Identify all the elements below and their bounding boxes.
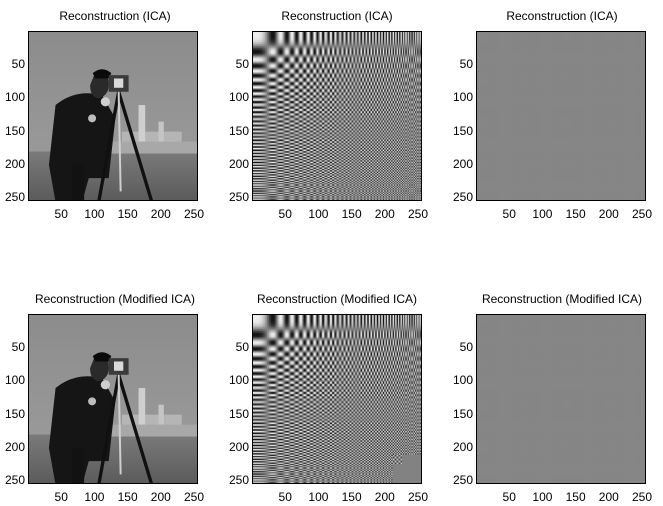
x-tick-label: 250 <box>632 207 653 221</box>
panel-title: Reconstruction (ICA) <box>59 9 171 23</box>
x-tick-label: 200 <box>374 490 395 504</box>
y-tick-label: 200 <box>228 156 249 171</box>
panel-title: Reconstruction (ICA) <box>506 9 618 23</box>
x-tick-label: 250 <box>408 490 429 504</box>
image-panel <box>28 314 198 484</box>
x-tick-label: 200 <box>598 490 619 504</box>
x-tick-label: 50 <box>278 207 292 221</box>
x-tick-label: 250 <box>184 490 205 504</box>
x-tick-label: 150 <box>341 207 362 221</box>
x-tick-label: 50 <box>278 490 292 504</box>
y-tick-label: 150 <box>228 123 249 138</box>
image-panel <box>476 314 646 484</box>
y-tick-label: 150 <box>452 406 473 421</box>
y-tick-label: 200 <box>452 439 473 454</box>
y-tick-label: 250 <box>4 473 25 488</box>
y-tick-label: 250 <box>452 473 473 488</box>
x-tick-label: 200 <box>150 490 171 504</box>
x-tick-label: 100 <box>308 490 329 504</box>
y-tick-label: 50 <box>235 57 249 72</box>
x-tick-label: 150 <box>565 207 586 221</box>
y-tick-label: 150 <box>4 406 25 421</box>
y-tick-label: 50 <box>11 340 25 355</box>
cameraman-image <box>29 32 197 200</box>
x-tick-label: 50 <box>502 490 516 504</box>
y-tick-label: 250 <box>228 473 249 488</box>
y-tick-label: 200 <box>228 439 249 454</box>
x-tick-label: 50 <box>54 490 68 504</box>
image-panel <box>28 31 198 201</box>
cameraman-image <box>29 315 197 483</box>
x-tick-label: 250 <box>632 490 653 504</box>
y-tick-label: 250 <box>4 190 25 205</box>
y-tick-label: 200 <box>4 156 25 171</box>
y-tick-label: 100 <box>452 373 473 388</box>
checkerboard-image <box>477 315 645 483</box>
panel-title: Reconstruction (Modified ICA) <box>34 292 196 306</box>
x-tick-label: 200 <box>374 207 395 221</box>
y-tick-label: 50 <box>11 57 25 72</box>
x-tick-label: 50 <box>54 207 68 221</box>
y-tick-label: 250 <box>228 190 249 205</box>
x-tick-label: 100 <box>532 490 553 504</box>
y-tick-label: 250 <box>452 190 473 205</box>
y-tick-label: 100 <box>228 373 249 388</box>
y-tick-label: 150 <box>228 406 249 421</box>
y-tick-label: 150 <box>452 123 473 138</box>
y-tick-label: 100 <box>452 90 473 105</box>
x-tick-label: 250 <box>184 207 205 221</box>
x-tick-label: 100 <box>308 207 329 221</box>
y-tick-label: 100 <box>4 373 25 388</box>
panel-title: Reconstruction (Modified ICA) <box>481 292 643 306</box>
checkerboard-image <box>477 32 645 200</box>
basis-pattern-image <box>253 32 421 200</box>
x-tick-label: 200 <box>150 207 171 221</box>
x-tick-label: 150 <box>565 490 586 504</box>
x-tick-label: 100 <box>532 207 553 221</box>
x-tick-label: 150 <box>117 207 138 221</box>
basis-pattern-image <box>253 315 421 483</box>
y-tick-label: 100 <box>4 90 25 105</box>
y-tick-label: 150 <box>4 123 25 138</box>
y-tick-label: 50 <box>235 340 249 355</box>
y-tick-label: 50 <box>459 340 473 355</box>
x-tick-label: 150 <box>117 490 138 504</box>
panel-title: Reconstruction (ICA) <box>281 9 393 23</box>
y-tick-label: 100 <box>228 90 249 105</box>
x-tick-label: 250 <box>408 207 429 221</box>
x-tick-label: 50 <box>502 207 516 221</box>
x-tick-label: 100 <box>84 490 105 504</box>
y-tick-label: 50 <box>459 57 473 72</box>
x-tick-label: 100 <box>84 207 105 221</box>
y-tick-label: 200 <box>4 439 25 454</box>
panel-title: Reconstruction (Modified ICA) <box>256 292 418 306</box>
image-panel <box>252 31 422 201</box>
y-tick-label: 200 <box>452 156 473 171</box>
x-tick-label: 200 <box>598 207 619 221</box>
image-panel <box>476 31 646 201</box>
image-panel <box>252 314 422 484</box>
x-tick-label: 150 <box>341 490 362 504</box>
